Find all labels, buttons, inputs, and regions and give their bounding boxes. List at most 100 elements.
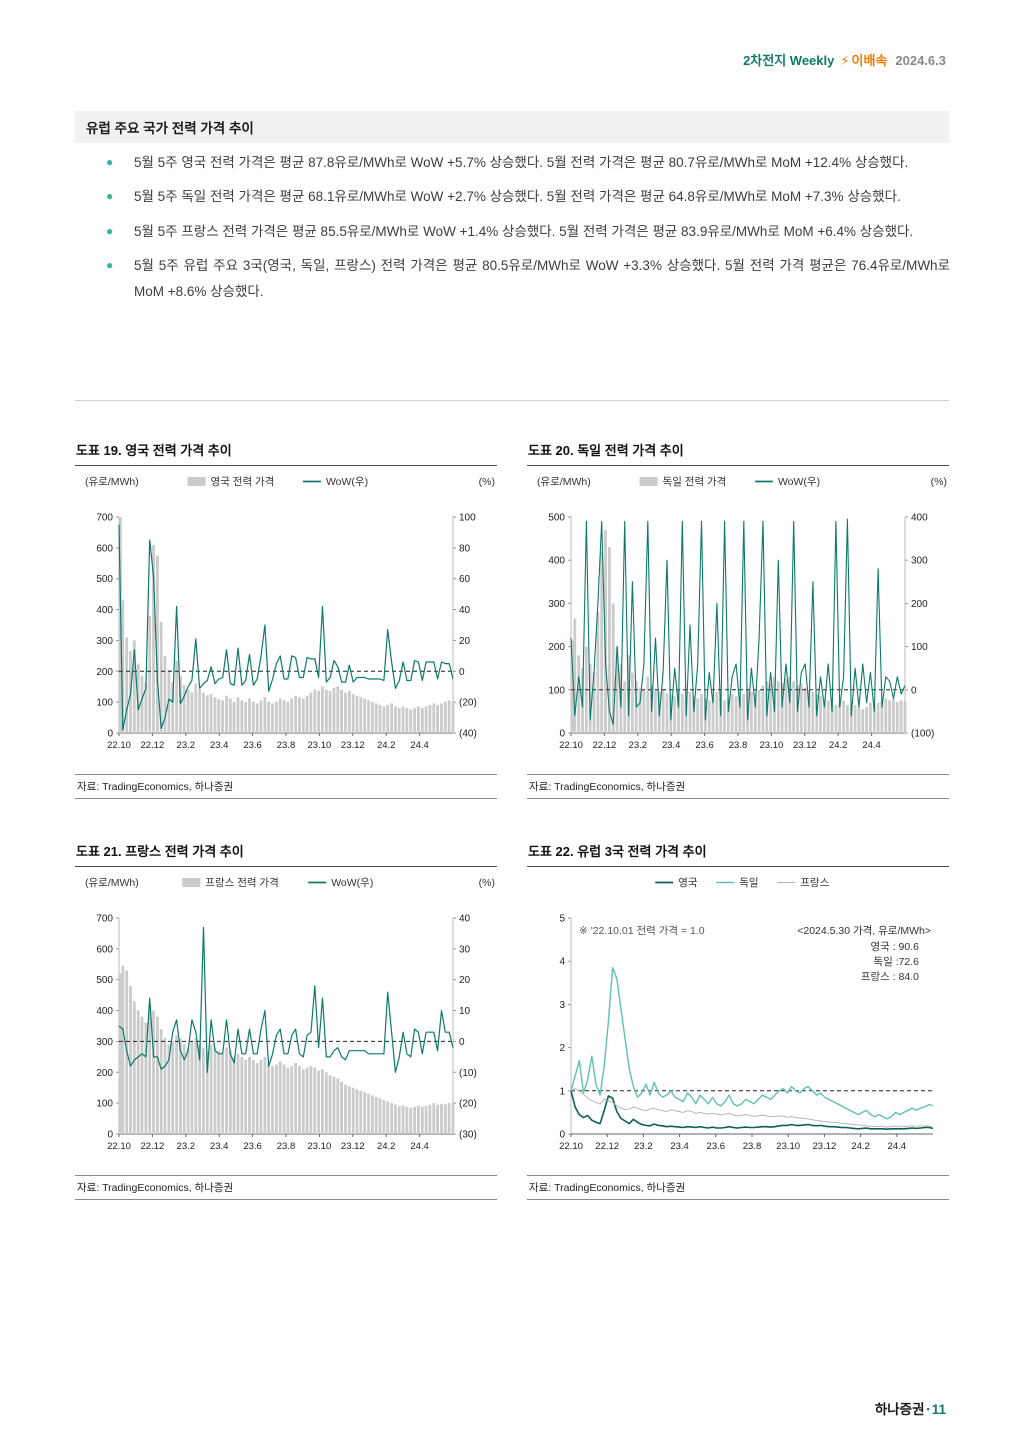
- chart-title: 도표 20. 독일 전력 가격 추이: [527, 438, 949, 466]
- chart-title: 도표 22. 유럽 3국 전력 가격 추이: [527, 839, 949, 867]
- svg-text:0: 0: [559, 1130, 565, 1141]
- svg-text:23.8: 23.8: [729, 740, 748, 751]
- svg-text:(10): (10): [459, 1068, 477, 1079]
- svg-text:400: 400: [96, 605, 113, 616]
- svg-text:200: 200: [96, 1068, 113, 1079]
- europe3-price-chart: 영국 독일 프랑스 0 1 2 3 4 5 22.10 22.12 23.2 23.4 23.6 23.8 2…: [527, 870, 949, 1175]
- chart-title: 도표 21. 프랑스 전력 가격 추이: [75, 839, 497, 867]
- svg-text:23.6: 23.6: [695, 740, 714, 751]
- svg-text:23.6: 23.6: [243, 740, 262, 751]
- svg-text:독일: 독일: [739, 876, 758, 889]
- svg-text:0: 0: [107, 1130, 113, 1141]
- svg-text:(%): (%): [479, 476, 495, 488]
- svg-text:300: 300: [548, 599, 565, 610]
- bullet-text: 5월 5주 프랑스 전력 가격은 평균 85.5유로/MWh로 WoW +1.4…: [134, 223, 914, 239]
- svg-text:23.4: 23.4: [210, 1141, 229, 1152]
- page-footer: 하나증권 ▪ 11: [875, 1398, 946, 1418]
- svg-text:300: 300: [96, 1037, 113, 1048]
- bullet-item-europe3: ● 5월 5주 유럽 주요 3국(영국, 독일, 프랑스) 전력 가격은 평균 8…: [98, 253, 950, 306]
- svg-text:0: 0: [459, 667, 465, 678]
- svg-text:23.8: 23.8: [743, 1141, 762, 1152]
- svg-text:WoW(우): WoW(우): [331, 877, 373, 889]
- svg-text:20: 20: [459, 975, 471, 986]
- chart-source: 자료: TradingEconomics, 하나증권: [75, 774, 497, 799]
- svg-text:(%): (%): [479, 877, 495, 889]
- svg-text:700: 700: [96, 914, 113, 925]
- report-author: 이배속: [851, 53, 888, 68]
- bullet-text: 5월 5주 영국 전력 가격은 평균 87.8유로/MWh로 WoW +5.7%…: [134, 155, 909, 170]
- svg-text:100: 100: [548, 685, 565, 696]
- charts-grid: 도표 19. 영국 전력 가격 추이 (유로/MWh) (%) 영국 전력 가격 Wo…: [75, 438, 949, 1200]
- svg-text:24.4: 24.4: [888, 1141, 907, 1152]
- chart-block-europe3: 도표 22. 유럽 3국 전력 가격 추이 영국 독일 프랑스 0 1 2 3 4 5 22.10…: [527, 839, 949, 1200]
- section-divider: [75, 400, 949, 401]
- uk-price-chart: (유로/MWh) (%) 영국 전력 가격 WoW(우) 0 100 200 300 400 50…: [75, 469, 497, 774]
- footer-dot-icon: ▪: [926, 1404, 930, 1414]
- svg-text:23.2: 23.2: [177, 1141, 196, 1152]
- svg-text:0: 0: [559, 729, 565, 740]
- svg-text:24.4: 24.4: [410, 740, 429, 751]
- svg-text:(20): (20): [459, 698, 477, 709]
- svg-text:700: 700: [96, 513, 113, 524]
- svg-text:22.12: 22.12: [141, 1141, 165, 1152]
- svg-text:(유로/MWh): (유로/MWh): [537, 476, 591, 488]
- svg-text:23.10: 23.10: [308, 740, 332, 751]
- svg-text:600: 600: [96, 944, 113, 955]
- report-date: 2024.6.3: [895, 53, 946, 68]
- svg-text:5: 5: [559, 914, 565, 925]
- svg-text:100: 100: [96, 698, 113, 709]
- svg-text:(유로/MWh): (유로/MWh): [85, 877, 139, 889]
- svg-text:<2024.5.30 가격, 유로/MWh>: <2024.5.30 가격, 유로/MWh>: [797, 924, 931, 937]
- svg-text:23.10: 23.10: [760, 740, 784, 751]
- svg-text:0: 0: [459, 1037, 465, 1048]
- svg-text:영국 전력 가격: 영국 전력 가격: [211, 475, 275, 488]
- report-series-title: 2차전지 Weekly: [743, 53, 835, 68]
- bullet-text: 5월 5주 유럽 주요 3국(영국, 독일, 프랑스) 전력 가격은 평균 80…: [134, 257, 950, 300]
- svg-text:24.2: 24.2: [829, 740, 848, 751]
- svg-text:23.2: 23.2: [634, 1141, 653, 1152]
- bullet-icon: ●: [106, 189, 114, 204]
- chart-source: 자료: TradingEconomics, 하나증권: [75, 1175, 497, 1200]
- chart-source: 자료: TradingEconomics, 하나증권: [527, 1175, 949, 1200]
- svg-text:400: 400: [548, 556, 565, 567]
- bullet-icon: ●: [106, 257, 114, 272]
- france-price-chart: (유로/MWh) (%) 프랑스 전력 가격 WoW(우) 0 100 200 300 400 5…: [75, 870, 497, 1175]
- svg-text:24.4: 24.4: [862, 740, 881, 751]
- svg-text:(100): (100): [911, 729, 934, 740]
- svg-text:(40): (40): [459, 729, 477, 740]
- svg-text:24.2: 24.2: [851, 1141, 870, 1152]
- svg-text:40: 40: [459, 914, 471, 925]
- svg-text:22.10: 22.10: [559, 740, 583, 751]
- chart-block-uk: 도표 19. 영국 전력 가격 추이 (유로/MWh) (%) 영국 전력 가격 Wo…: [75, 438, 497, 799]
- svg-text:(유로/MWh): (유로/MWh): [85, 476, 139, 488]
- svg-text:500: 500: [96, 574, 113, 585]
- report-header: 2차전지 Weekly ⚡ 이배속 2024.6.3: [743, 50, 946, 69]
- svg-text:40: 40: [459, 605, 471, 616]
- section-title: 유럽 주요 국가 전력 가격 추이: [86, 121, 254, 136]
- lightning-icon: ⚡: [840, 53, 850, 68]
- svg-text:(30): (30): [459, 1130, 477, 1141]
- svg-text:프랑스 전력 가격: 프랑스 전력 가격: [205, 876, 278, 889]
- svg-text:23.4: 23.4: [670, 1141, 689, 1152]
- svg-text:23.4: 23.4: [210, 740, 229, 751]
- svg-text:24.4: 24.4: [410, 1141, 429, 1152]
- bullet-item-uk: ● 5월 5주 영국 전력 가격은 평균 87.8유로/MWh로 WoW +5.7…: [98, 150, 950, 176]
- svg-text:23.2: 23.2: [629, 740, 648, 751]
- svg-text:독일 전력 가격: 독일 전력 가격: [663, 475, 727, 488]
- bullet-icon: ●: [106, 155, 114, 169]
- svg-text:24.2: 24.2: [377, 740, 396, 751]
- svg-text:23.12: 23.12: [813, 1141, 837, 1152]
- svg-text:WoW(우): WoW(우): [778, 476, 820, 488]
- bullet-item-germany: ● 5월 5주 독일 전력 가격은 평균 68.1유로/MWh로 WoW +2.7…: [98, 184, 950, 210]
- svg-text:영국 : 90.6: 영국 : 90.6: [870, 941, 919, 953]
- svg-text:20: 20: [459, 636, 471, 647]
- svg-text:300: 300: [96, 636, 113, 647]
- svg-text:1: 1: [559, 1086, 565, 1097]
- summary-bullets: ● 5월 5주 영국 전력 가격은 평균 87.8유로/MWh로 WoW +5.7…: [98, 150, 950, 314]
- svg-text:500: 500: [548, 513, 565, 524]
- svg-text:23.8: 23.8: [277, 1141, 296, 1152]
- chart-block-france: 도표 21. 프랑스 전력 가격 추이 (유로/MWh) (%) 프랑스 전력 가격…: [75, 839, 497, 1200]
- svg-text:22.10: 22.10: [107, 740, 131, 751]
- svg-text:200: 200: [548, 642, 565, 653]
- svg-text:500: 500: [96, 975, 113, 986]
